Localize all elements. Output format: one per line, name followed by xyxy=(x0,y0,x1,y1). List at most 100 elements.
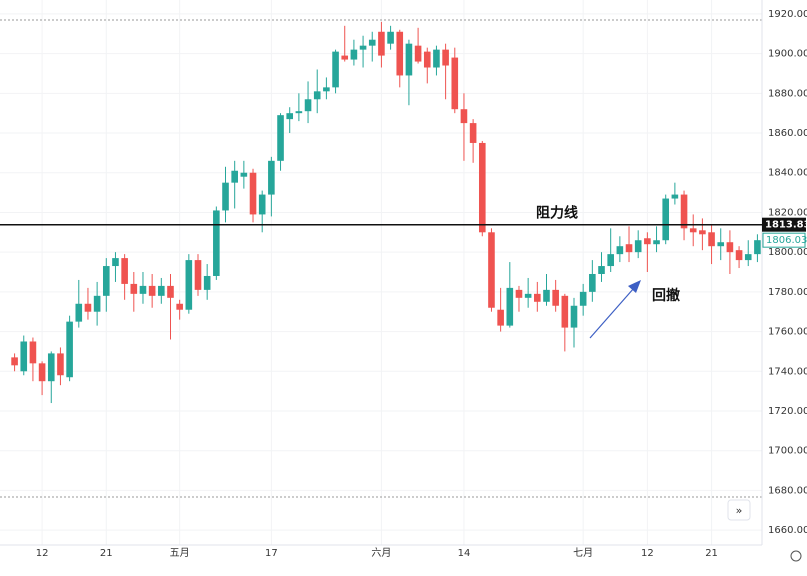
x-tick-label: 七月 xyxy=(573,547,593,559)
x-tick-label: 12 xyxy=(36,548,49,559)
x-tick-label: 17 xyxy=(265,548,278,559)
settings-icon[interactable] xyxy=(790,550,802,562)
candle-body xyxy=(552,289,559,306)
scroll-button[interactable] xyxy=(727,499,751,521)
candle-body xyxy=(387,31,394,44)
candle-body xyxy=(57,353,64,376)
x-tick-label: 12 xyxy=(641,548,654,559)
candle-body xyxy=(112,258,119,267)
candle-body xyxy=(414,45,422,62)
last-price-tag xyxy=(762,232,806,248)
candle-body xyxy=(405,43,413,76)
candle-body xyxy=(570,305,578,328)
candle-body xyxy=(167,285,174,298)
candle-body xyxy=(213,210,220,276)
candle-body xyxy=(644,238,651,245)
candle-body xyxy=(66,321,73,378)
candle-body xyxy=(598,266,605,274)
candle-body xyxy=(185,260,193,310)
candle-body xyxy=(423,51,431,68)
candle-body xyxy=(313,91,321,100)
candle-body xyxy=(579,291,587,306)
candle-body xyxy=(158,285,165,296)
candle-body xyxy=(708,232,715,247)
candle-body xyxy=(735,250,743,261)
candle-body xyxy=(616,246,624,255)
candle-body xyxy=(20,341,28,372)
y-tick-label: 1680.00 xyxy=(768,485,807,496)
candle-body xyxy=(744,254,752,261)
candle-body xyxy=(460,109,468,124)
candle-body xyxy=(29,341,37,364)
candle-body xyxy=(589,273,596,292)
candle-body xyxy=(699,230,706,235)
y-tick-label: 1720.00 xyxy=(768,406,807,417)
candle-body xyxy=(488,232,495,308)
candle-body xyxy=(396,31,404,76)
candle-body xyxy=(524,293,532,298)
candle-body xyxy=(478,142,486,233)
candle-body xyxy=(194,260,202,290)
candle-body xyxy=(671,194,679,199)
candle-body xyxy=(11,357,18,366)
candle-body xyxy=(295,111,303,114)
arrow-head xyxy=(628,280,641,293)
price-tag xyxy=(762,217,806,232)
candle-body xyxy=(121,258,128,284)
candle-body xyxy=(84,303,92,312)
candle-body xyxy=(47,353,55,382)
y-tick-label: 1860.00 xyxy=(768,128,807,139)
price-tag-label: 1813.83 xyxy=(765,220,807,231)
candle-body xyxy=(726,242,734,253)
candle-body xyxy=(286,113,294,120)
candle-body xyxy=(102,266,110,296)
candle-body xyxy=(139,285,147,294)
last-price-label: 1806.03 xyxy=(766,235,807,246)
candle-body xyxy=(268,160,275,195)
candle-body xyxy=(543,289,550,302)
candle-body xyxy=(222,182,229,211)
y-tick-label: 1880.00 xyxy=(768,88,807,99)
candle-body xyxy=(341,55,349,60)
candle-body xyxy=(148,285,156,296)
x-tick-label: 21 xyxy=(705,548,718,559)
candle-body xyxy=(203,275,211,290)
candle-body xyxy=(754,240,761,255)
candle-body xyxy=(680,194,688,229)
candle-body xyxy=(378,31,385,56)
y-tick-label: 1840.00 xyxy=(768,168,807,179)
candle-body xyxy=(653,240,660,245)
resistance-text: 阻力线 xyxy=(536,205,578,222)
y-tick-label: 1900.00 xyxy=(768,49,807,60)
y-tick-label: 1740.00 xyxy=(768,366,807,377)
y-tick-label: 1700.00 xyxy=(768,446,807,457)
candle-body xyxy=(506,287,514,326)
candle-body xyxy=(561,295,569,328)
candle-body xyxy=(350,49,358,60)
candle-body xyxy=(277,115,284,161)
y-tick-label: 1820.00 xyxy=(768,207,807,218)
candle-body xyxy=(469,123,477,143)
candle-body xyxy=(625,244,633,253)
y-tick-label: 1760.00 xyxy=(768,327,807,338)
x-tick-label: 六月 xyxy=(371,547,391,559)
arrow xyxy=(589,287,635,339)
candle-body xyxy=(634,240,642,253)
scroll-icon: » xyxy=(736,504,743,517)
candle-body xyxy=(689,228,697,233)
candle-body xyxy=(240,172,248,177)
candle-body xyxy=(258,194,266,215)
candle-body xyxy=(534,293,541,302)
x-tick-label: 五月 xyxy=(170,547,190,559)
candle-body xyxy=(38,363,46,382)
y-tick-label: 1920.00 xyxy=(768,9,807,20)
candle-body xyxy=(717,242,725,247)
candle-body xyxy=(433,49,440,68)
y-tick-label: 1780.00 xyxy=(768,287,807,298)
candle-body xyxy=(130,283,138,294)
candle-body xyxy=(442,49,449,66)
candle-body xyxy=(176,303,183,310)
candle-body xyxy=(368,39,376,46)
candle-body xyxy=(515,289,523,298)
